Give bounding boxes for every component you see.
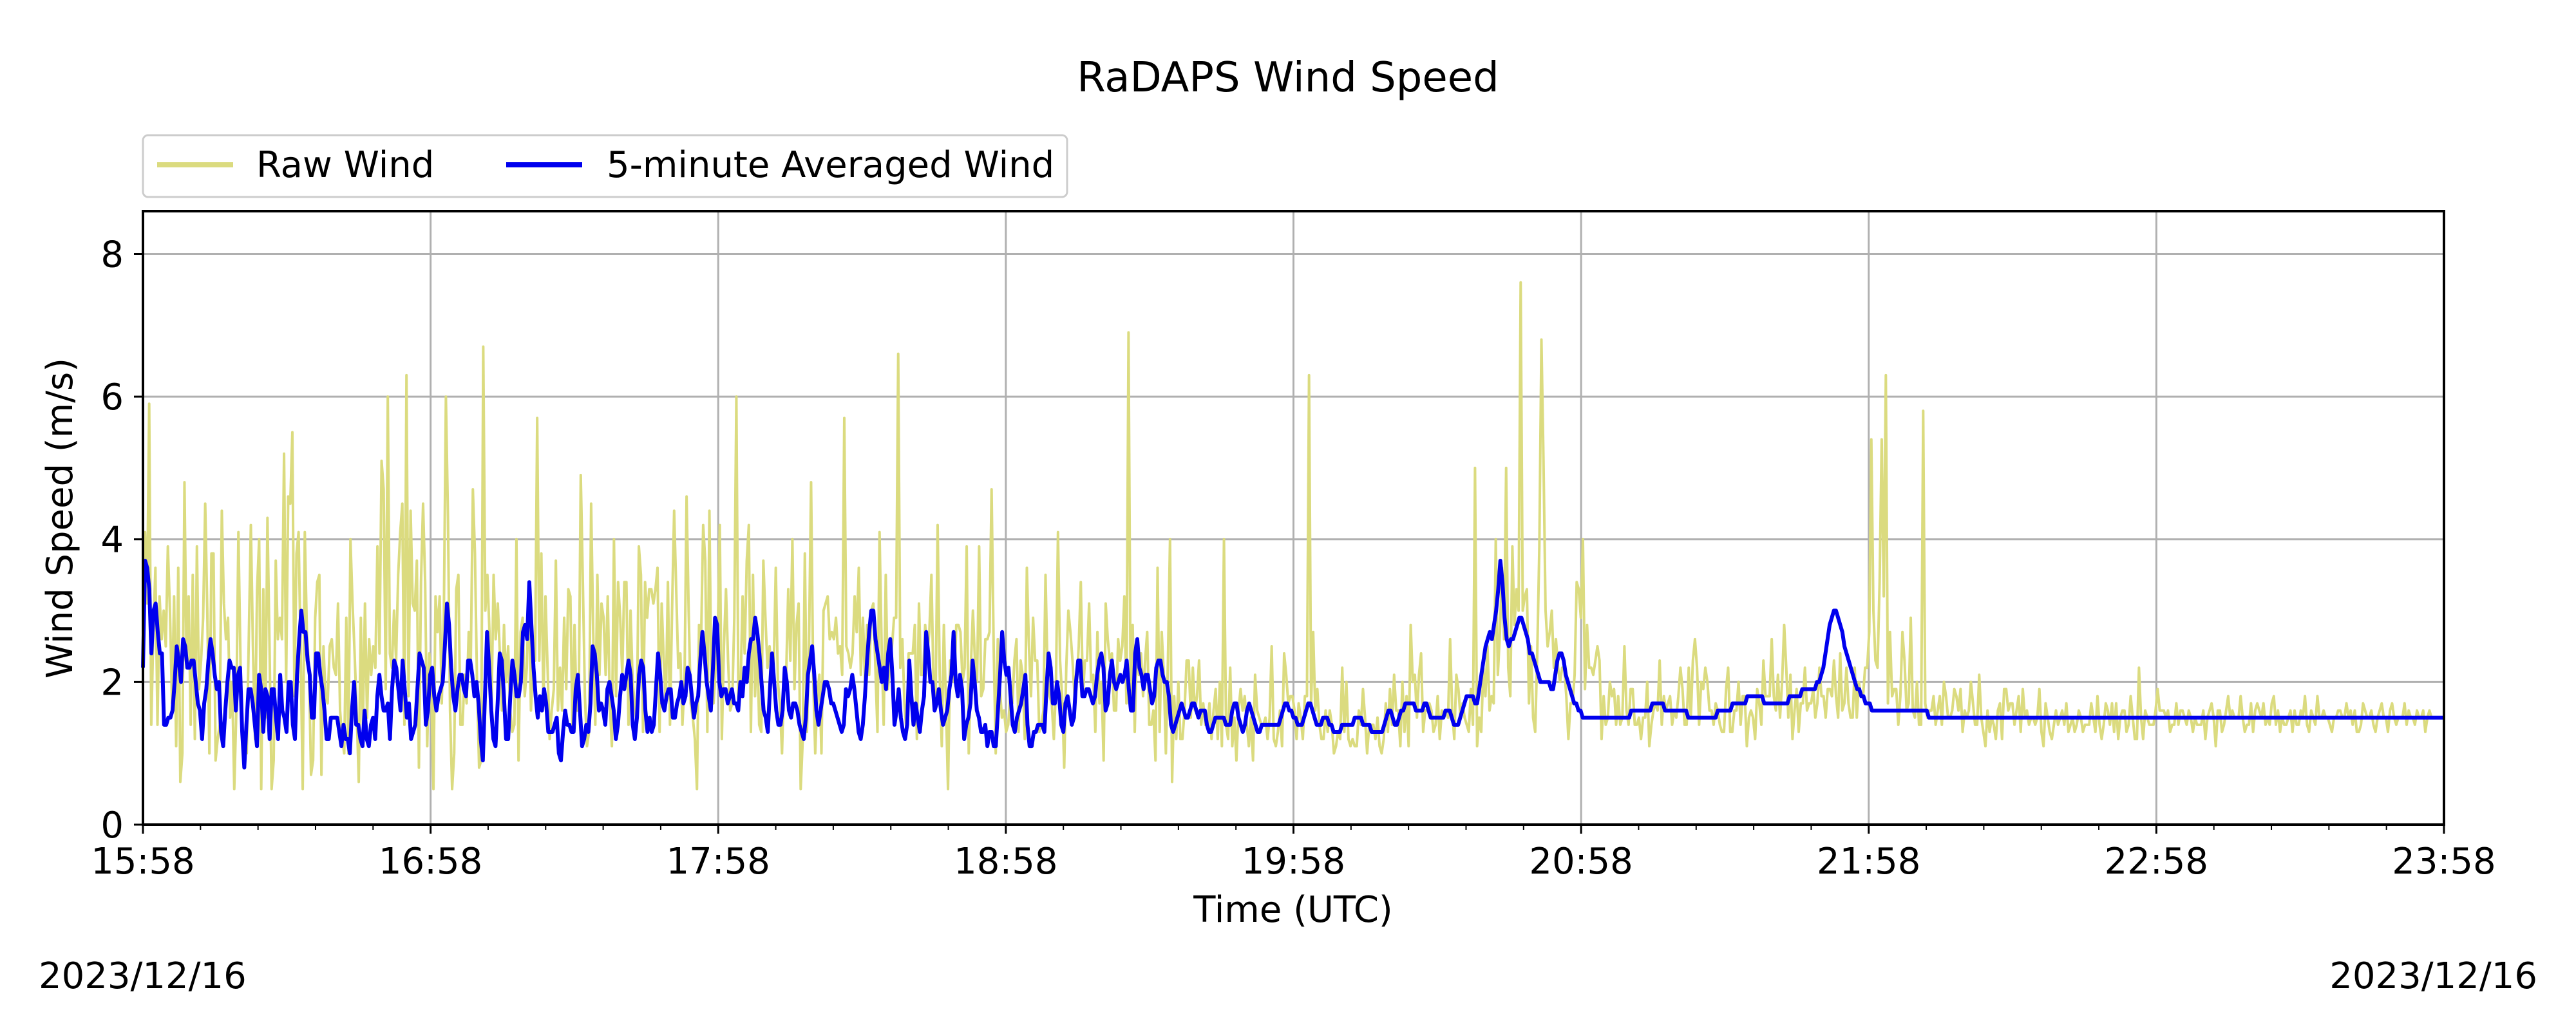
y-tick-label: 2 (100, 662, 124, 704)
y-tick-label: 0 (100, 805, 124, 847)
legend-averaged-wind-label: 5-minute Averaged Wind (607, 144, 1054, 186)
averaged-wind-line (141, 558, 2444, 770)
y-axis-label: Wind Speed (m/s) (39, 358, 81, 679)
y-axis: 0 2 4 6 8 (100, 234, 143, 847)
x-tick-label: 21:58 (1817, 841, 1920, 883)
x-tick-label: 20:58 (1529, 841, 1633, 883)
averaged-wind-series (141, 558, 2444, 770)
x-tick-label: 22:58 (2105, 841, 2208, 883)
x-axis: 15:58 16:58 17:58 18:58 19:58 20:58 21:58 22:58… (91, 825, 2496, 883)
x-tick-label: 18:58 (954, 841, 1057, 883)
date-left: 2023/12/16 (39, 955, 247, 997)
legend-box (142, 134, 1068, 198)
x-tick-label: 19:58 (1242, 841, 1345, 883)
chart-title: RaDAPS Wind Speed (1077, 54, 1499, 102)
grid-lines (142, 211, 2445, 826)
x-tick-label: 23:58 (2392, 841, 2496, 883)
y-tick-label: 4 (100, 520, 124, 561)
y-tick-label: 8 (100, 234, 124, 276)
x-axis-label: Time (UTC) (1193, 889, 1393, 931)
legend-raw-wind-label: Raw Wind (256, 144, 434, 186)
date-right: 2023/12/16 (2329, 955, 2537, 997)
legend: Raw Wind 5-minute Averaged Wind (142, 134, 1068, 198)
x-tick-label: 16:58 (379, 841, 482, 883)
x-tick-label: 17:58 (667, 841, 770, 883)
y-tick-label: 6 (100, 377, 124, 418)
x-tick-label: 15:58 (91, 841, 194, 883)
